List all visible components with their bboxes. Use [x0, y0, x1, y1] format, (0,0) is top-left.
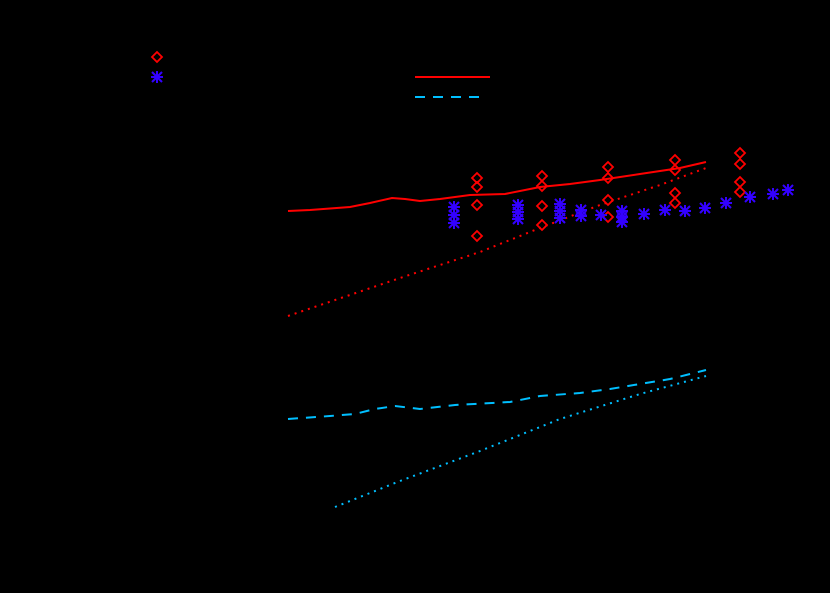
diamond-marker-icon	[470, 229, 484, 243]
diamond-marker-icon	[668, 196, 682, 210]
diamond-marker-icon	[535, 199, 549, 213]
cyan-dashed-line	[287, 369, 707, 420]
star-marker-icon	[767, 188, 779, 200]
cyan-dotted-line	[334, 375, 707, 508]
diamond-marker-icon	[733, 157, 747, 171]
star-marker-icon	[744, 191, 756, 203]
legend-entry-diamond	[150, 50, 164, 64]
legend	[150, 50, 490, 98]
diamond-marker-icon	[150, 50, 164, 64]
star-marker-icon	[699, 202, 711, 214]
series-red-solid	[287, 161, 707, 212]
star-marker-icon	[659, 204, 671, 216]
diamond-marker-icon	[601, 171, 615, 185]
star-marker-icon	[554, 212, 566, 224]
star-marker-icon	[720, 197, 732, 209]
star-marker-icon	[151, 71, 163, 83]
star-marker-icon	[575, 210, 587, 222]
plot-area	[287, 146, 794, 508]
diamond-marker-icon	[733, 185, 747, 199]
star-marker-icon	[448, 217, 460, 229]
diamond-marker-icon	[601, 193, 615, 207]
diamond-marker-icon	[470, 180, 484, 194]
legend-entry-star	[151, 71, 163, 83]
diamond-marker-icon	[470, 198, 484, 212]
star-marker-icon	[595, 209, 607, 221]
diamond-marker-icon	[668, 163, 682, 177]
star-marker-icon	[512, 213, 524, 225]
series-cyan-dotted	[334, 375, 707, 508]
diamond-marker-icon	[535, 179, 549, 193]
star-marker-icon	[782, 184, 794, 196]
star-marker-icon	[638, 208, 650, 220]
series-blue-stars	[448, 184, 794, 229]
star-marker-icon	[679, 205, 691, 217]
series-cyan-dashed	[287, 369, 707, 420]
star-marker-icon	[616, 216, 628, 228]
red-solid-line	[287, 161, 707, 212]
diamond-marker-icon	[535, 218, 549, 232]
